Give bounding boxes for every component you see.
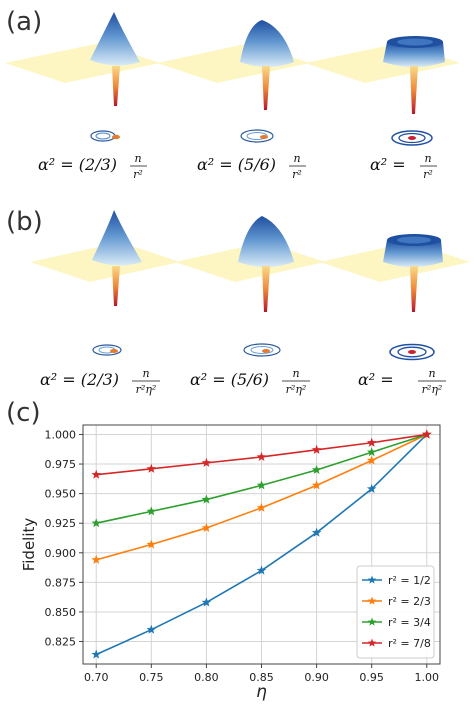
- contour-b2: [243, 343, 281, 357]
- data-point: [366, 483, 377, 493]
- x-axis-label: η: [256, 682, 267, 702]
- data-point: [256, 565, 267, 575]
- equation-a1-den: r²: [133, 168, 143, 181]
- equation-b1-num: n: [142, 367, 149, 380]
- legend-label: r² = 3/4: [388, 616, 431, 629]
- equation-a1: α² = (2/3) n r²: [38, 152, 147, 181]
- x-tick-label: 0.75: [139, 671, 164, 684]
- surface-a1: [5, 12, 160, 106]
- x-tick-label: 0.95: [359, 671, 384, 684]
- x-tick-label: 0.80: [194, 671, 219, 684]
- series-layer: [91, 429, 432, 659]
- y-axis-label: Fidelity: [20, 518, 38, 572]
- equation-a3: α² = n r²: [370, 152, 437, 181]
- data-point: [422, 429, 432, 439]
- data-point: [146, 624, 157, 634]
- legend-box: [356, 565, 435, 659]
- data-point: [91, 518, 101, 528]
- y-axis: 0.825 0.850 0.875 0.900 0.925 0.950 0.975 1.000: [45, 428, 83, 649]
- series-4: [91, 429, 432, 479]
- equation-a2-den: r²: [292, 168, 302, 181]
- equation-b3-num: n: [428, 367, 435, 380]
- y-tick-label: 0.975: [45, 458, 77, 471]
- legend-marker: [367, 596, 377, 605]
- x-tick-label: 0.90: [304, 671, 329, 684]
- surface-b2: [175, 216, 325, 312]
- contour-b1: [92, 344, 122, 356]
- data-point: [311, 480, 322, 490]
- x-tick-label: 0.85: [249, 671, 274, 684]
- contour-a3: [391, 130, 433, 146]
- data-point: [201, 522, 212, 532]
- data-point: [256, 502, 267, 512]
- legend-marker: [367, 575, 377, 584]
- equation-b3-lhs: α² =: [358, 370, 394, 389]
- y-tick-label: 0.925: [45, 517, 77, 530]
- y-tick-label: 0.850: [45, 606, 77, 619]
- data-point: [146, 506, 157, 516]
- data-point: [201, 597, 212, 607]
- equation-a3-num: n: [424, 152, 431, 165]
- equation-a2-lhs: α² = (5/6): [197, 155, 276, 174]
- equation-a3-lhs: α² =: [370, 155, 406, 174]
- data-point: [311, 464, 322, 475]
- equation-b2: α² = (5/6) n r²η²: [190, 367, 310, 396]
- data-point: [366, 447, 377, 457]
- y-tick-label: 0.950: [45, 488, 77, 501]
- legend-marker: [367, 638, 377, 647]
- equation-b2-den: r²η²: [286, 383, 307, 396]
- y-tick-label: 0.875: [45, 576, 77, 589]
- y-tick-label: 0.900: [45, 547, 77, 560]
- legend-label: r² = 2/3: [388, 595, 431, 608]
- contour-b3: [389, 343, 435, 361]
- surface-a2: [157, 20, 310, 110]
- data-point: [201, 457, 212, 467]
- surface-b3: [320, 234, 470, 312]
- legend-marker: [367, 617, 377, 626]
- data-point: [256, 451, 267, 461]
- equation-a2-num: n: [293, 152, 300, 165]
- equation-b2-lhs: α² = (5/6): [190, 370, 269, 389]
- equation-a2: α² = (5/6) n r²: [197, 152, 306, 181]
- y-tick-label: 0.825: [45, 636, 77, 649]
- data-point: [146, 539, 157, 549]
- panel-a-label: (a): [6, 7, 42, 37]
- equation-b3-den: r²η²: [422, 383, 443, 396]
- data-point: [311, 444, 322, 454]
- panel-c-label: (c): [6, 398, 41, 428]
- data-point: [91, 649, 101, 659]
- data-point: [366, 437, 377, 447]
- data-point: [366, 455, 377, 465]
- y-tick-label: 1.000: [45, 428, 77, 441]
- equation-a3-den: r²: [423, 168, 433, 181]
- fidelity-chart: 0.8250.8500.8750.9000.9250.9500.9751.000…: [20, 424, 441, 702]
- data-point: [256, 480, 267, 490]
- legend: r² = 1/2 r² = 2/3 r² = 3/4 r² = 7/8: [356, 565, 435, 659]
- equation-b1-den: r²η²: [136, 383, 157, 396]
- equation-a1-lhs: α² = (2/3): [38, 155, 117, 174]
- contour-a1: [90, 130, 120, 142]
- surface-a3: [305, 36, 460, 114]
- equation-b1-lhs: α² = (2/3): [40, 370, 119, 389]
- equation-b2-num: n: [292, 367, 299, 380]
- panel-b-label: (b): [6, 207, 43, 237]
- data-point: [311, 527, 322, 537]
- equation-b1: α² = (2/3) n r²η²: [40, 367, 160, 396]
- equation-b3: α² = n r²η²: [358, 367, 446, 396]
- equation-a1-num: n: [134, 152, 141, 165]
- data-point: [91, 554, 101, 564]
- legend-label: r² = 7/8: [388, 637, 431, 650]
- data-point: [91, 469, 101, 479]
- surface-b1: [30, 210, 180, 306]
- x-tick-label: 1.00: [415, 671, 440, 684]
- data-point: [201, 494, 212, 504]
- data-point: [146, 463, 157, 473]
- legend-label: r² = 1/2: [388, 574, 431, 587]
- x-axis: 0.70 0.75 0.80 0.85 0.90 0.95 1.00: [84, 664, 439, 684]
- x-tick-label: 0.70: [84, 671, 109, 684]
- contour-a2: [240, 129, 274, 143]
